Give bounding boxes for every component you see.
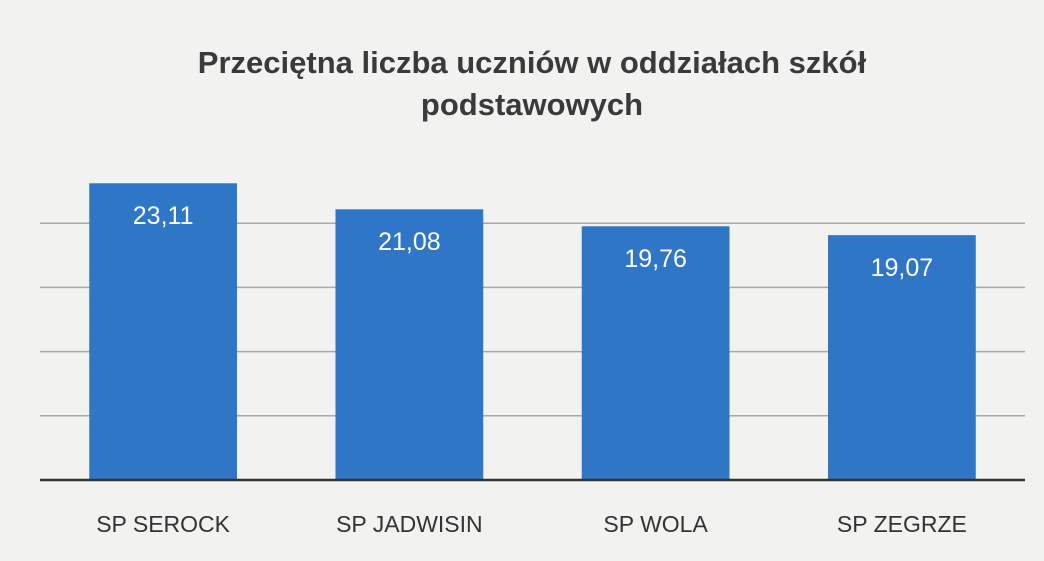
x-tick-label: SP JADWISIN [336, 511, 483, 537]
bar [89, 183, 237, 481]
data-label: 19,07 [871, 254, 934, 282]
bar [581, 226, 730, 480]
data-label: 23,11 [133, 202, 194, 230]
bar [335, 209, 484, 480]
data-label: 21,08 [378, 228, 441, 256]
data-label: 19,76 [624, 245, 687, 273]
bar [828, 235, 976, 480]
chart-title: Przeciętna liczba uczniów w oddziałach s… [197, 45, 867, 122]
x-tick-label: SP ZEGRZE [837, 511, 967, 537]
x-tick-label: SP WOLA [603, 511, 708, 537]
x-tick-label: SP SEROCK [96, 511, 230, 537]
